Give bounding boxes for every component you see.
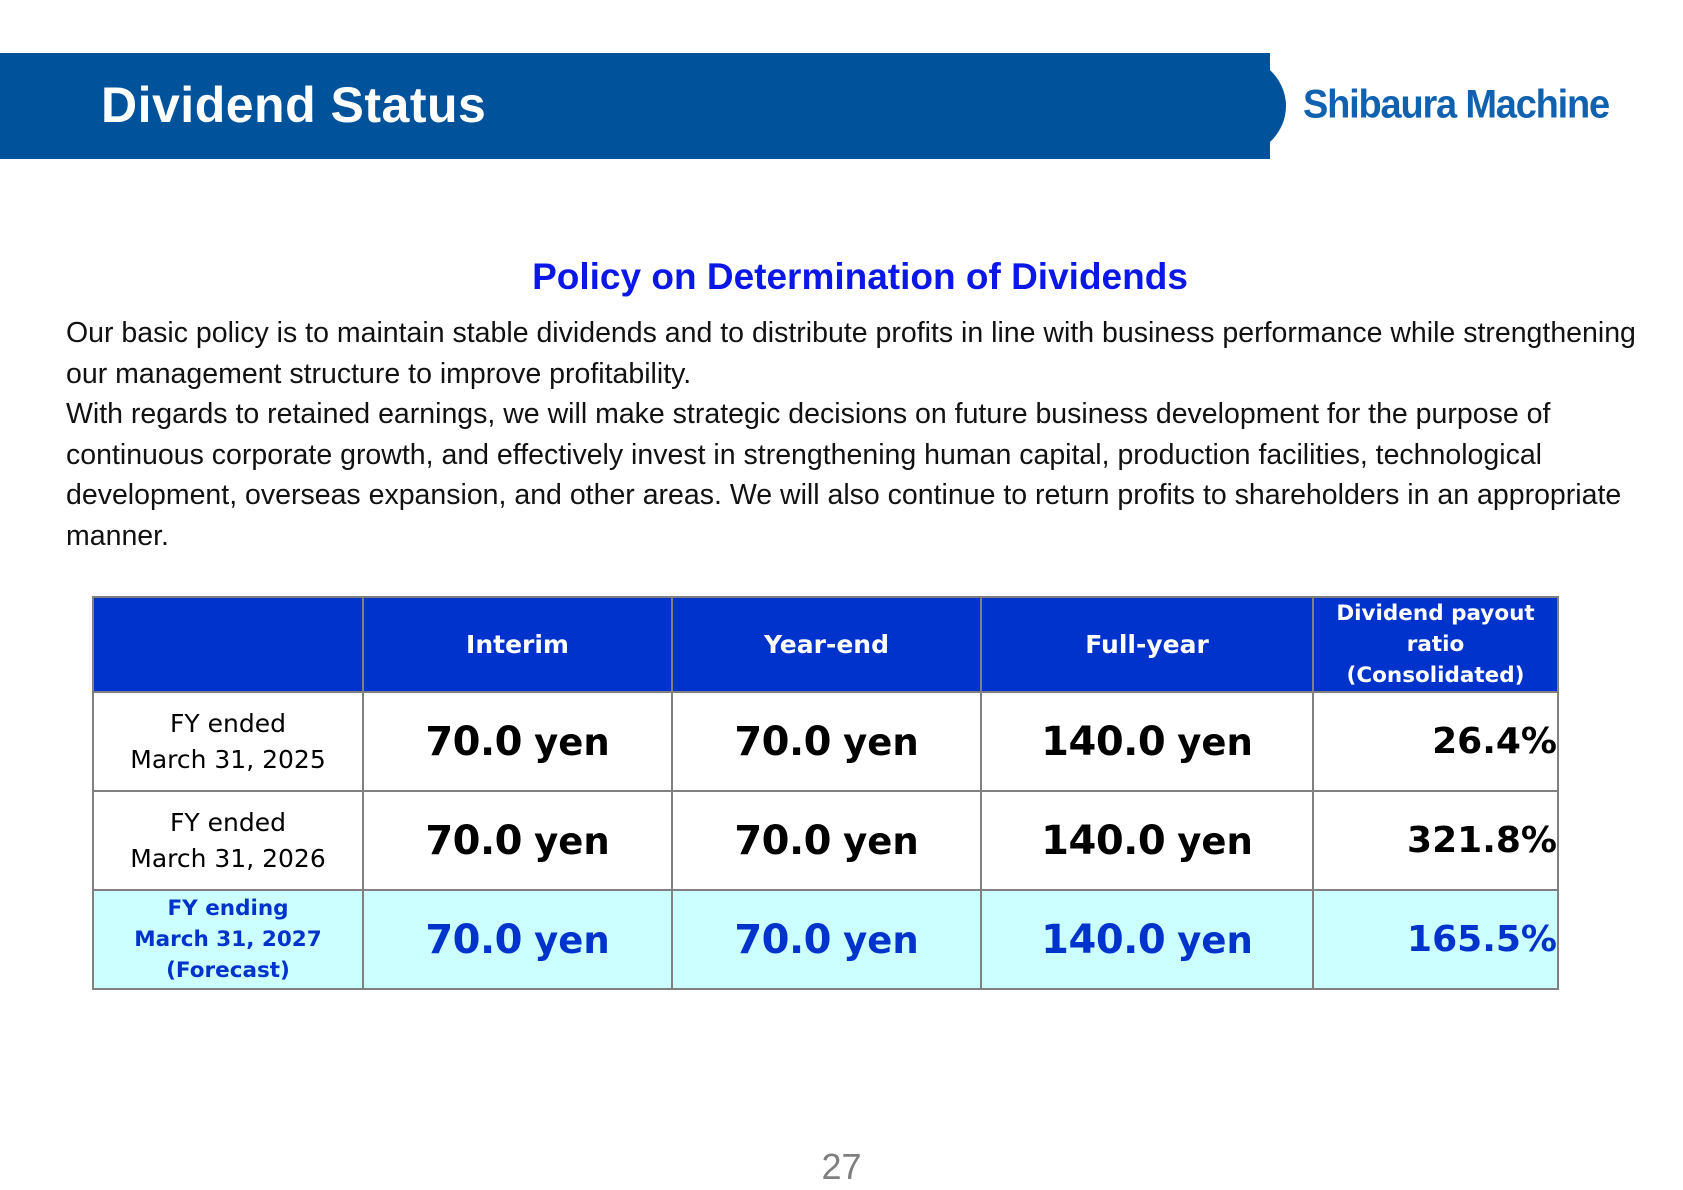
year-end-cell: 70.0 yen xyxy=(672,791,981,890)
page-title: Dividend Status xyxy=(101,76,486,134)
header-year-end: Year-end xyxy=(672,597,981,692)
interim-cell: 70.0 yen xyxy=(363,791,672,890)
row-label-line: FY ended xyxy=(170,709,286,738)
year-end-value: 70.0 xyxy=(734,719,831,765)
payout-ratio-value: 321.8% xyxy=(1313,791,1558,890)
row-label-line: FY ended xyxy=(170,808,286,837)
unit-label: yen xyxy=(1177,820,1253,863)
unit-label: yen xyxy=(534,820,610,863)
unit-label: yen xyxy=(843,820,919,863)
policy-paragraph: Our basic policy is to maintain stable d… xyxy=(66,313,1666,394)
year-end-cell: 70.0 yen xyxy=(672,692,981,791)
unit-label: yen xyxy=(534,919,610,962)
header-payout-line: (Consolidated) xyxy=(1347,663,1525,688)
year-end-value: 70.0 xyxy=(734,818,831,864)
interim-value: 70.0 xyxy=(425,917,522,963)
header-payout-line: Dividend payout xyxy=(1336,601,1534,626)
row-label-line: FY ending xyxy=(167,896,288,921)
company-logo: Shibaura Machine xyxy=(1303,83,1609,128)
full-year-cell: 140.0 yen xyxy=(981,791,1313,890)
unit-label: yen xyxy=(1177,919,1253,962)
row-label: FY ended March 31, 2026 xyxy=(93,791,363,890)
policy-paragraph: With regards to retained earnings, we wi… xyxy=(66,394,1666,556)
row-label-line: March 31, 2026 xyxy=(130,844,325,873)
full-year-value: 140.0 xyxy=(1041,917,1165,963)
unit-label: yen xyxy=(843,721,919,764)
policy-body: Our basic policy is to maintain stable d… xyxy=(66,313,1666,556)
header-payout-ratio: Dividend payout ratio (Consolidated) xyxy=(1313,597,1558,692)
full-year-cell: 140.0 yen xyxy=(981,692,1313,791)
year-end-cell: 70.0 yen xyxy=(672,890,981,989)
policy-title: Policy on Determination of Dividends xyxy=(0,256,1683,298)
header-full-year: Full-year xyxy=(981,597,1313,692)
full-year-value: 140.0 xyxy=(1041,719,1165,765)
page-number: 27 xyxy=(0,1146,1683,1188)
unit-label: yen xyxy=(534,721,610,764)
header-payout-line: ratio xyxy=(1407,632,1465,657)
payout-ratio-value: 26.4% xyxy=(1313,692,1558,791)
header-blank xyxy=(93,597,363,692)
full-year-cell: 140.0 yen xyxy=(981,890,1313,989)
interim-value: 70.0 xyxy=(425,818,522,864)
interim-value: 70.0 xyxy=(425,719,522,765)
interim-cell: 70.0 yen xyxy=(363,692,672,791)
row-label-line: (Forecast) xyxy=(166,958,290,983)
table-row-forecast: FY ending March 31, 2027 (Forecast) 70.0… xyxy=(93,890,1558,989)
table-row: FY ended March 31, 2025 70.0 yen 70.0 ye… xyxy=(93,692,1558,791)
full-year-value: 140.0 xyxy=(1041,818,1165,864)
row-label-line: March 31, 2027 xyxy=(134,927,321,952)
row-label: FY ended March 31, 2025 xyxy=(93,692,363,791)
interim-cell: 70.0 yen xyxy=(363,890,672,989)
payout-ratio-value: 165.5% xyxy=(1313,890,1558,989)
unit-label: yen xyxy=(1177,721,1253,764)
row-label-line: March 31, 2025 xyxy=(130,745,325,774)
row-label: FY ending March 31, 2027 (Forecast) xyxy=(93,890,363,989)
table-header-row: Interim Year-end Full-year Dividend payo… xyxy=(93,597,1558,692)
dividend-table: Interim Year-end Full-year Dividend payo… xyxy=(92,596,1559,990)
unit-label: yen xyxy=(843,919,919,962)
table-row: FY ended March 31, 2026 70.0 yen 70.0 ye… xyxy=(93,791,1558,890)
year-end-value: 70.0 xyxy=(734,917,831,963)
header-interim: Interim xyxy=(363,597,672,692)
